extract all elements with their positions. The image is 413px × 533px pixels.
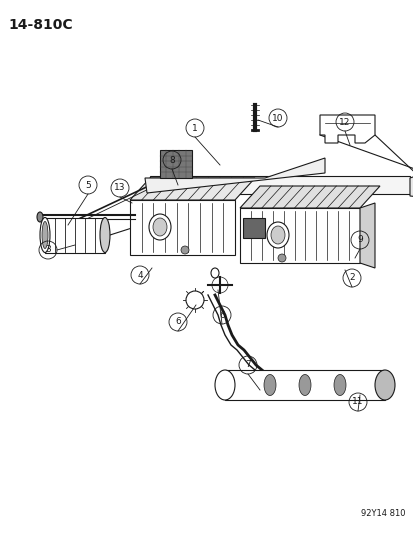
Ellipse shape [214, 370, 235, 400]
Ellipse shape [333, 375, 345, 395]
Polygon shape [359, 203, 374, 268]
Text: 11: 11 [351, 398, 363, 407]
Circle shape [180, 246, 189, 254]
Ellipse shape [149, 214, 171, 240]
Circle shape [277, 254, 285, 262]
Text: 6: 6 [218, 311, 224, 319]
Ellipse shape [263, 375, 275, 395]
Circle shape [185, 291, 204, 309]
Bar [224, 370, 384, 400]
Text: 6: 6 [175, 318, 180, 327]
Text: 8: 8 [169, 156, 174, 165]
Polygon shape [409, 168, 413, 199]
Ellipse shape [37, 212, 43, 222]
Polygon shape [130, 200, 235, 255]
Text: 9: 9 [356, 236, 362, 245]
Ellipse shape [374, 370, 394, 400]
Text: 1: 1 [192, 124, 197, 133]
Bar [45, 218, 105, 253]
Text: 14-810C: 14-810C [8, 18, 72, 32]
Text: 92Y14 810: 92Y14 810 [361, 509, 405, 518]
Polygon shape [145, 158, 324, 193]
Ellipse shape [211, 268, 218, 278]
Polygon shape [240, 208, 359, 263]
Ellipse shape [266, 222, 288, 248]
Text: 10: 10 [272, 114, 283, 123]
Ellipse shape [153, 218, 166, 236]
Ellipse shape [100, 217, 110, 253]
Ellipse shape [298, 375, 310, 395]
Ellipse shape [42, 222, 48, 248]
Circle shape [211, 277, 228, 293]
Bar [242, 218, 264, 238]
Polygon shape [319, 115, 374, 143]
Polygon shape [240, 186, 379, 208]
Polygon shape [130, 178, 254, 200]
Text: 2: 2 [348, 273, 354, 282]
Text: 7: 7 [244, 360, 250, 369]
Ellipse shape [40, 217, 50, 253]
Text: 12: 12 [339, 117, 350, 126]
Text: 13: 13 [114, 183, 126, 192]
Text: 3: 3 [45, 246, 51, 254]
Text: 4: 4 [137, 271, 142, 279]
Text: 5: 5 [85, 181, 91, 190]
Ellipse shape [271, 226, 284, 244]
Bar [150, 176, 409, 194]
Bar [159, 150, 192, 178]
